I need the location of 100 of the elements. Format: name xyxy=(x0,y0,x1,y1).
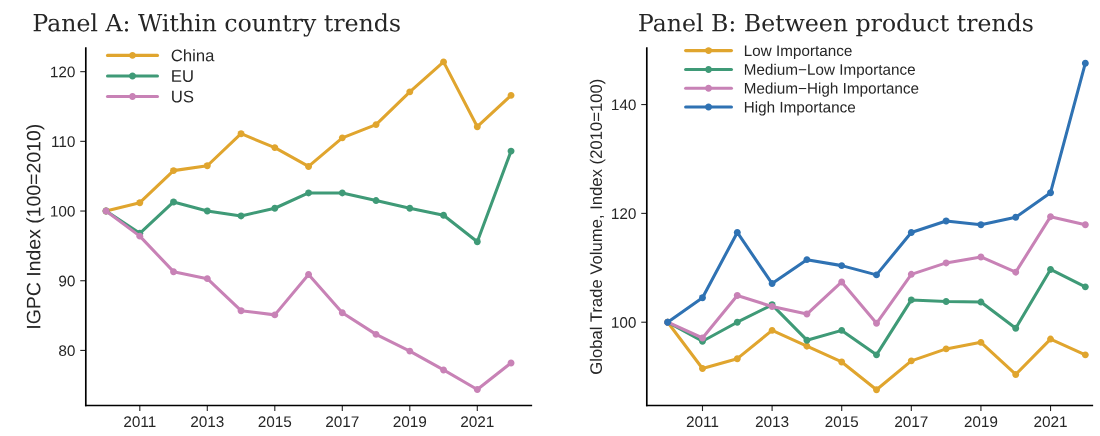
point xyxy=(473,238,481,246)
point xyxy=(203,275,211,283)
chart-title: Panel B: Between product trends xyxy=(639,13,1033,37)
point xyxy=(873,319,880,327)
x-tick-label: 2017 xyxy=(326,416,359,428)
point xyxy=(768,280,776,288)
point xyxy=(1012,213,1020,221)
point xyxy=(907,270,915,278)
point xyxy=(733,228,741,236)
point xyxy=(838,358,846,366)
point xyxy=(1047,213,1055,221)
point xyxy=(907,228,915,236)
point xyxy=(372,330,380,338)
y-axis-title: IGPC Index (100=2010) xyxy=(26,124,45,328)
x-tick-label: 2011 xyxy=(686,416,719,428)
point xyxy=(440,366,448,374)
point xyxy=(440,58,448,66)
x-tick-label: 2015 xyxy=(825,416,859,428)
point xyxy=(372,197,380,205)
point xyxy=(699,365,706,372)
x-tick-label: 2021 xyxy=(1034,416,1067,428)
point xyxy=(507,91,515,99)
point xyxy=(838,278,846,286)
point xyxy=(907,296,915,304)
y-tick-label: 120 xyxy=(612,208,636,220)
x-tick-label: 2019 xyxy=(964,416,998,428)
chart-title: Panel A: Within country trends xyxy=(33,13,400,37)
legend-label: High Importance xyxy=(744,101,856,116)
y-tick-label: 120 xyxy=(51,66,75,78)
x-tick-label: 2011 xyxy=(124,416,156,428)
x-tick-label: 2013 xyxy=(191,416,224,428)
x-tick-label: 2013 xyxy=(755,416,789,428)
point xyxy=(838,262,846,270)
point xyxy=(1012,324,1020,332)
point xyxy=(372,121,380,129)
point xyxy=(406,204,414,212)
point xyxy=(271,144,279,152)
point xyxy=(305,162,313,170)
legend-label: EU xyxy=(172,70,193,82)
point xyxy=(203,162,211,170)
point xyxy=(440,211,448,219)
point xyxy=(977,221,985,229)
point xyxy=(1012,370,1020,378)
y-tick-label: 80 xyxy=(59,345,75,357)
point xyxy=(733,318,741,326)
point xyxy=(406,88,414,96)
point xyxy=(203,207,211,215)
point xyxy=(803,336,811,344)
point xyxy=(237,307,245,315)
point xyxy=(1081,221,1089,229)
x-tick-label: 2021 xyxy=(461,416,494,428)
point xyxy=(1012,268,1020,276)
point xyxy=(170,268,178,276)
y-tick-label: 100 xyxy=(51,205,75,217)
point xyxy=(237,130,245,138)
y-tick-label: 90 xyxy=(59,275,75,287)
point xyxy=(305,189,313,197)
point xyxy=(473,385,481,393)
point xyxy=(1047,335,1055,343)
point xyxy=(406,347,414,355)
point xyxy=(338,134,346,142)
point xyxy=(338,309,346,317)
point xyxy=(977,338,985,346)
point xyxy=(1047,189,1055,197)
legend-label: US xyxy=(172,90,194,103)
point xyxy=(1081,283,1089,291)
point xyxy=(873,386,880,394)
point xyxy=(699,294,706,302)
point xyxy=(170,198,178,206)
point xyxy=(305,270,313,278)
x-tick-label: 2017 xyxy=(895,416,928,428)
point xyxy=(873,271,880,279)
point xyxy=(768,326,776,334)
point xyxy=(170,167,178,175)
point xyxy=(838,326,846,334)
legend-label: Low Importance xyxy=(744,45,852,60)
point xyxy=(1047,265,1055,273)
legend-label: Medium−Low Importance xyxy=(744,63,915,78)
y-tick-label: 100 xyxy=(612,317,636,328)
point xyxy=(473,123,481,131)
point xyxy=(1081,351,1089,359)
x-tick-label: 2019 xyxy=(393,416,427,428)
point xyxy=(271,311,279,319)
point xyxy=(907,357,915,365)
y-tick-label: 110 xyxy=(52,136,75,148)
y-axis-title: Global Trade Volume, Index (2010=100) xyxy=(589,79,606,374)
y-tick-label: 140 xyxy=(612,99,636,111)
legend-label: China xyxy=(171,49,215,62)
point xyxy=(271,204,279,212)
point xyxy=(873,351,880,359)
point xyxy=(733,355,741,363)
point xyxy=(733,292,741,300)
point xyxy=(1081,59,1089,67)
point xyxy=(942,298,950,306)
point xyxy=(136,199,144,207)
point xyxy=(338,189,346,197)
x-tick-label: 2015 xyxy=(258,416,292,428)
point xyxy=(803,256,811,264)
legend-label: Medium−High Importance xyxy=(744,82,919,97)
point xyxy=(942,345,950,353)
